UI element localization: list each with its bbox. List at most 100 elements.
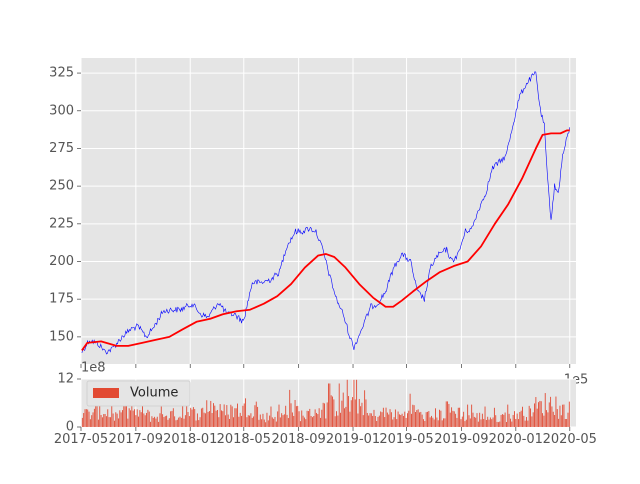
- volume-bar: [465, 419, 467, 427]
- volume-bar: [540, 401, 542, 427]
- volume-bar: [368, 415, 370, 427]
- volume-bar: [386, 412, 388, 427]
- volume-bar: [215, 410, 217, 427]
- volume-bar: [291, 412, 293, 427]
- volume-bar: [154, 416, 156, 427]
- volume-bar: [126, 397, 127, 427]
- volume-bar: [361, 402, 363, 427]
- volume-bar: [88, 411, 90, 427]
- volume-bar: [211, 413, 213, 427]
- volume-bar: [103, 414, 105, 427]
- volume-bar: [164, 416, 166, 427]
- volume-bar: [453, 411, 455, 427]
- volume-bar: [307, 411, 309, 427]
- volume-bar: [324, 403, 325, 427]
- volume-bar: [325, 418, 327, 427]
- volume-bar: [83, 413, 85, 427]
- volume-bar: [512, 414, 514, 427]
- volume-bar: [146, 412, 148, 427]
- volume-bar: [477, 421, 479, 427]
- volume-bar: [452, 410, 454, 427]
- volume-bar: [341, 400, 343, 427]
- volume-bar: [265, 422, 267, 427]
- volume-bar: [251, 417, 253, 427]
- volume-bar: [338, 383, 340, 427]
- volume-bar: [437, 420, 439, 427]
- volume-bar: [219, 404, 221, 427]
- volume-bar: [166, 415, 168, 427]
- volume-bar: [457, 407, 459, 427]
- volume-bar: [433, 419, 435, 427]
- volume-bar: [481, 413, 483, 427]
- volume-x-tick-label: 2018-09: [271, 432, 325, 447]
- volume-bar: [511, 421, 513, 427]
- volume-bar: [257, 406, 259, 427]
- volume-bar: [152, 417, 154, 427]
- volume-bar: [179, 416, 181, 427]
- volume-bar: [524, 420, 526, 427]
- volume-bar: [544, 393, 546, 427]
- volume-bar: [196, 413, 198, 427]
- volume-bar: [563, 404, 565, 427]
- volume-bar: [455, 413, 457, 427]
- volume-bar: [190, 407, 192, 427]
- volume-bar: [527, 420, 529, 427]
- volume-bar: [491, 419, 493, 427]
- volume-bar: [382, 407, 384, 427]
- volume-bar: [473, 416, 475, 427]
- volume-bar: [310, 415, 312, 427]
- volume-bar: [381, 412, 383, 427]
- volume-bar: [405, 417, 407, 427]
- volume-bar: [239, 412, 241, 427]
- price-series-group: [81, 71, 571, 355]
- volume-bar: [562, 404, 564, 427]
- volume-bar: [488, 419, 490, 427]
- volume-bar: [298, 411, 300, 427]
- volume-legend: Volume: [86, 380, 191, 407]
- volume-bar: [441, 420, 443, 427]
- volume-bar: [254, 405, 256, 427]
- volume-bar: [175, 420, 177, 427]
- volume-bar: [554, 415, 556, 427]
- volume-bar: [273, 418, 275, 427]
- legend-swatch: [93, 388, 119, 398]
- volume-bar: [317, 414, 319, 427]
- volume-bar: [187, 412, 189, 427]
- volume-bar: [532, 412, 534, 427]
- volume-bar: [131, 397, 133, 427]
- volume-bar: [568, 401, 570, 427]
- volume-bar: [526, 417, 527, 427]
- volume-bar: [289, 389, 291, 427]
- volume-bar: [180, 417, 182, 427]
- volume-bar: [258, 419, 260, 427]
- volume-bar: [340, 412, 341, 427]
- volume-bar: [87, 409, 89, 427]
- volume-bar: [471, 404, 473, 427]
- volume-bar: [247, 415, 249, 427]
- volume-bar: [534, 403, 535, 427]
- volume-bar: [147, 409, 149, 427]
- volume-x-tick-label: 2019-05: [379, 432, 433, 447]
- volume-bar: [505, 422, 507, 427]
- volume-bar: [170, 411, 172, 427]
- volume-bar: [480, 419, 482, 427]
- volume-bar: [250, 413, 252, 427]
- price-y-tick-label: 200: [49, 254, 74, 269]
- volume-bar: [349, 411, 351, 427]
- volume-bar: [89, 419, 91, 427]
- volume-bar: [122, 410, 123, 427]
- volume-bar: [128, 408, 130, 427]
- volume-bar: [91, 415, 93, 427]
- volume-bar: [350, 400, 352, 427]
- volume-bar: [191, 409, 193, 427]
- volume-bar: [245, 398, 247, 427]
- volume-bar: [370, 413, 372, 427]
- volume-bar: [299, 421, 301, 427]
- volume-bar: [535, 397, 537, 427]
- volume-bar: [206, 400, 208, 427]
- volume-bar: [427, 411, 428, 427]
- volume-bar: [413, 405, 415, 427]
- volume-bar: [560, 415, 562, 427]
- volume-bar: [168, 418, 170, 427]
